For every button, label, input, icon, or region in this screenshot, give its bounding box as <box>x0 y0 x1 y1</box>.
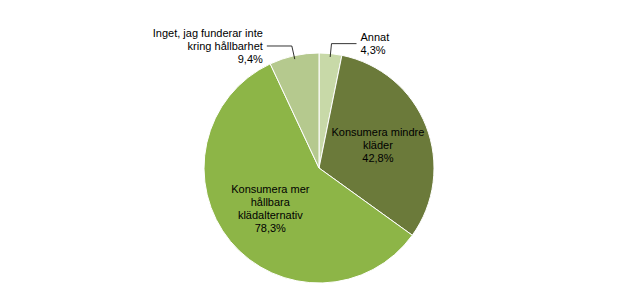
svg-text:Konsumera merhållbaraklädalter: Konsumera merhållbaraklädalternativ78,3% <box>231 183 310 234</box>
svg-text:Annat4,3%: Annat4,3% <box>361 31 390 56</box>
svg-text:Inget, jag funderar intekring: Inget, jag funderar intekring hållbarhet… <box>153 27 263 65</box>
svg-text:Konsumera mindrekläder42,8%: Konsumera mindrekläder42,8% <box>331 126 424 164</box>
